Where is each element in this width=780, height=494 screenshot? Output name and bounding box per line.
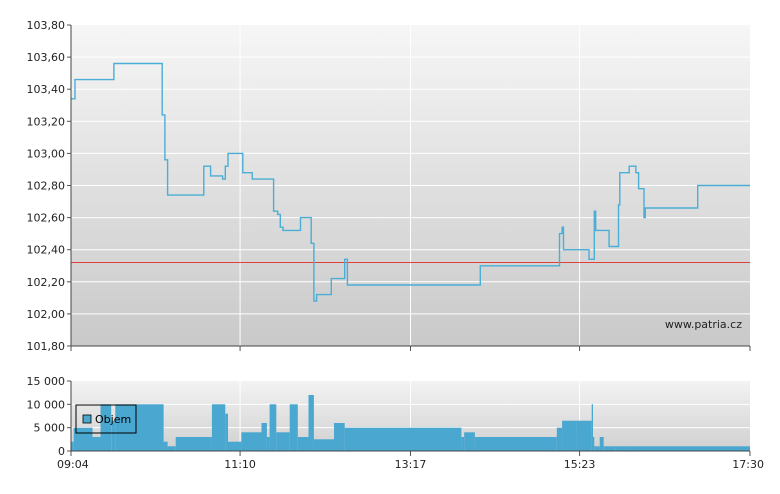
volume-bar — [266, 437, 270, 451]
price-y-tick-label: 102,40 — [27, 244, 66, 257]
volume-legend: Objem — [75, 404, 137, 434]
volume-bar — [599, 437, 604, 451]
x-tick-label: 15:23 — [564, 458, 596, 471]
volume-bar — [556, 427, 563, 451]
volume-bar — [71, 441, 74, 451]
volume-panel: 0 5 000 10 000 15 000 09:04 11:10 13:17 15:23 17… — [27, 375, 765, 471]
volume-bar — [276, 432, 290, 451]
price-y-tick-label: 102,80 — [27, 180, 66, 193]
volume-bar — [111, 420, 116, 451]
x-tick-label: 17:30 — [732, 458, 764, 471]
price-y-tick-label: 103,20 — [27, 115, 66, 128]
volume-bar — [594, 446, 600, 451]
volume-bar — [308, 395, 314, 451]
legend-label: Objem — [95, 413, 131, 426]
volume-bar — [603, 446, 616, 451]
x-tick-label: 11:10 — [224, 458, 256, 471]
volume-bar — [211, 404, 226, 451]
price-y-tick-label: 103,40 — [27, 83, 66, 96]
price-y-tick-label: 103,00 — [27, 147, 66, 160]
price-y-tick-label: 102,00 — [27, 308, 66, 321]
volume-bar — [115, 404, 164, 451]
volume-bar — [73, 427, 93, 451]
volume-bar — [334, 423, 345, 451]
volume-bar — [576, 420, 592, 451]
volume-bar — [269, 404, 277, 451]
price-y-tick-label: 102,60 — [27, 212, 66, 225]
volume-bar — [225, 413, 228, 451]
volume-bar — [163, 441, 168, 451]
volume-bar — [92, 437, 101, 451]
volume-bar — [313, 439, 334, 451]
volume-y-tick-label: 15 000 — [27, 375, 66, 388]
volume-bar — [591, 404, 593, 451]
legend-swatch — [82, 414, 92, 424]
volume-bar — [630, 446, 750, 451]
price-y-tick-label: 103,60 — [27, 51, 66, 64]
volume-y-tick-label: 5 000 — [34, 422, 66, 435]
volume-bar — [175, 437, 212, 451]
price-series-line — [71, 62, 750, 302]
price-y-tick-label: 102,20 — [27, 276, 66, 289]
volume-bar — [228, 441, 242, 451]
volume-bar — [261, 423, 267, 451]
volume-bar — [615, 446, 631, 451]
legend-box — [75, 404, 137, 434]
x-tick-label: 09:04 — [57, 458, 89, 471]
volume-bar — [297, 437, 309, 451]
volume-bar — [344, 427, 462, 451]
price-y-tick-label: 103,80 — [27, 19, 66, 32]
volume-bar — [289, 404, 298, 451]
volume-bar — [167, 446, 176, 451]
price-panel: 101,80 102,00 102,20 102,40 102,60 102,80 103,… — [27, 19, 751, 353]
volume-bar — [464, 432, 475, 451]
price-y-tick-label: 101,80 — [27, 340, 66, 353]
x-tick-label: 13:17 — [395, 458, 427, 471]
volume-bar — [562, 420, 577, 451]
watermark: www.patria.cz — [665, 318, 742, 331]
volume-bar — [100, 404, 112, 451]
volume-bar — [241, 432, 262, 451]
volume-y-tick-label: 10 000 — [27, 398, 66, 411]
volume-bar — [593, 437, 595, 451]
volume-y-tick-label: 0 — [58, 445, 65, 458]
volume-bar — [461, 437, 465, 451]
volume-bar — [474, 437, 557, 451]
